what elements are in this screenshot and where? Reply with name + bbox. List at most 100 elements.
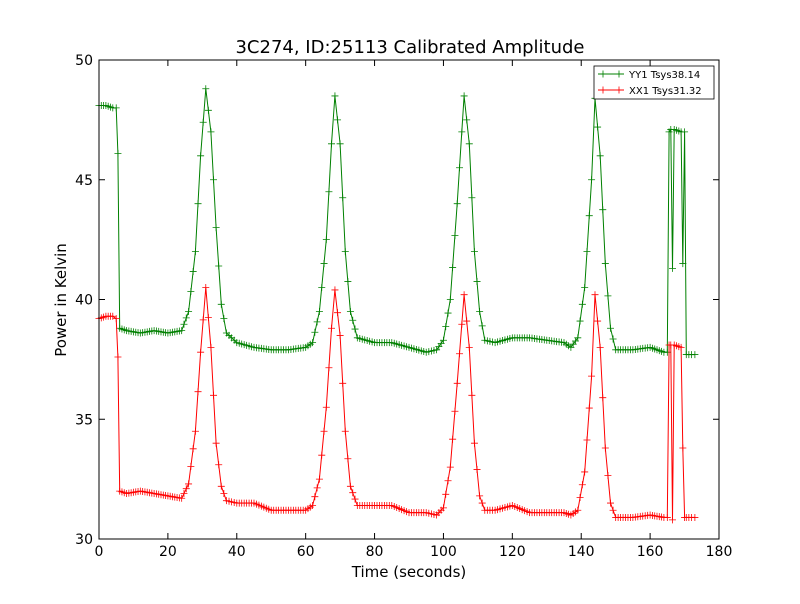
data-point-marker — [351, 325, 359, 333]
data-point-marker — [669, 516, 676, 524]
data-point-marker — [315, 475, 323, 483]
legend-entry: XX1 Tsys31.32 — [598, 86, 702, 97]
data-point-marker — [458, 320, 466, 328]
data-point-marker — [594, 317, 602, 325]
x-tick-label: 180 — [706, 544, 733, 560]
data-point-marker — [215, 262, 223, 270]
data-point-marker — [583, 248, 591, 256]
legend-label: YY1 Tsys38.14 — [628, 70, 700, 81]
legend-label: XX1 Tsys31.32 — [629, 86, 702, 97]
data-point-marker — [311, 493, 319, 501]
data-point-marker — [180, 320, 188, 328]
data-point-marker — [178, 327, 186, 335]
data-point-marker — [470, 439, 478, 447]
x-axis-label: Time (seconds) — [351, 563, 467, 581]
data-point-marker — [199, 316, 207, 324]
data-point-marker — [322, 403, 330, 411]
series-markers — [95, 284, 699, 524]
data-point-marker — [604, 472, 612, 480]
data-point-marker — [346, 482, 354, 490]
legend-marker — [615, 70, 623, 78]
data-point-marker — [220, 315, 228, 323]
data-point-marker — [178, 494, 186, 502]
data-point-marker — [677, 343, 685, 351]
data-point-marker — [669, 264, 676, 272]
data-point-marker — [456, 164, 464, 172]
data-point-marker — [207, 128, 215, 136]
data-point-marker — [212, 439, 220, 447]
data-point-marker — [439, 504, 447, 512]
data-point-marker — [191, 427, 199, 435]
data-point-marker — [442, 490, 450, 498]
data-point-marker — [458, 128, 466, 136]
data-point-marker — [681, 128, 689, 136]
data-point-marker — [334, 309, 342, 317]
data-point-marker — [346, 307, 354, 315]
data-point-marker — [588, 176, 596, 184]
data-point-marker — [341, 248, 349, 256]
data-point-marker — [446, 296, 454, 303]
data-point-marker — [663, 513, 671, 521]
data-point-marker — [309, 339, 317, 347]
data-point-marker — [449, 435, 457, 443]
data-point-marker — [189, 445, 197, 453]
data-point-marker — [583, 436, 591, 444]
x-tick-label: 120 — [499, 544, 526, 560]
legend-box — [593, 65, 715, 100]
data-point-marker — [604, 292, 612, 300]
y-tick-label: 30 — [75, 532, 93, 548]
data-point-marker — [344, 455, 352, 463]
data-point-marker — [194, 200, 202, 208]
data-point-marker — [576, 317, 584, 325]
data-point-marker — [349, 489, 357, 497]
data-point-marker — [451, 232, 459, 240]
data-point-marker — [325, 364, 333, 372]
legend: YY1 Tsys38.14 XX1 Tsys31.32 — [593, 65, 715, 100]
data-point-marker — [691, 513, 699, 521]
data-point-marker — [446, 463, 454, 471]
data-point-marker — [336, 331, 344, 339]
data-point-marker — [215, 461, 223, 469]
data-point-marker — [468, 194, 476, 202]
data-point-marker — [197, 152, 205, 160]
data-point-marker — [465, 140, 473, 148]
data-point-marker — [351, 495, 359, 503]
data-point-marker — [609, 506, 617, 514]
data-point-marker — [453, 200, 461, 208]
data-point-marker — [473, 466, 481, 474]
series-markers — [95, 85, 699, 359]
data-point-marker — [470, 248, 478, 256]
chart-title: 3C274, ID:25113 Calibrated Amplitude — [235, 37, 584, 58]
data-point-marker — [207, 343, 215, 351]
data-point-marker — [449, 264, 457, 272]
data-point-marker — [599, 206, 607, 214]
data-point-marker — [315, 307, 323, 315]
y-axis-label: Power in Kelvin — [52, 243, 70, 357]
data-point-marker — [339, 379, 347, 387]
data-point-marker — [210, 391, 218, 399]
data-point-marker — [210, 176, 218, 184]
data-point-marker — [574, 506, 582, 514]
data-point-marker — [453, 379, 461, 387]
data-point-marker — [463, 317, 471, 325]
data-point-marker — [217, 300, 225, 308]
data-point-marker — [344, 278, 352, 286]
data-point-marker — [574, 334, 582, 342]
data-point-marker — [588, 372, 596, 380]
data-point-marker — [451, 407, 459, 415]
data-point-marker — [187, 288, 195, 296]
data-point-marker — [609, 335, 617, 343]
data-point-marker — [313, 484, 321, 492]
data-point-marker — [596, 343, 604, 351]
x-tick-label: 40 — [228, 544, 246, 560]
data-point-marker — [456, 350, 464, 358]
data-point-marker — [202, 284, 210, 292]
data-point-marker — [576, 493, 584, 501]
data-point-marker — [212, 224, 220, 232]
data-point-marker — [320, 427, 328, 435]
data-point-marker — [601, 260, 609, 268]
x-tick-label: 100 — [430, 544, 457, 560]
data-point-marker — [460, 291, 468, 299]
data-point-marker — [578, 481, 586, 489]
